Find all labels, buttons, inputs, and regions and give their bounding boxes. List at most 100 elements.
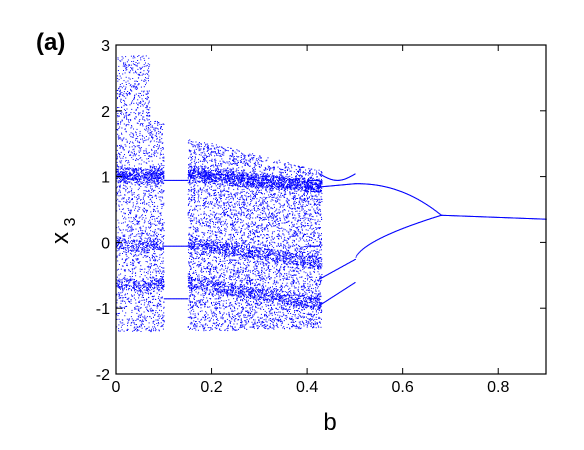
scatter-point bbox=[133, 175, 135, 177]
scatter-point bbox=[117, 58, 119, 60]
scatter-point bbox=[130, 225, 132, 227]
scatter-point bbox=[119, 288, 121, 289]
scatter-point bbox=[269, 174, 271, 176]
scatter-point bbox=[304, 222, 306, 224]
scatter-point bbox=[134, 176, 136, 178]
scatter-point bbox=[162, 191, 164, 193]
scatter-point bbox=[207, 263, 208, 265]
scatter-point bbox=[124, 277, 126, 279]
scatter-point bbox=[154, 326, 155, 328]
scatter-point bbox=[118, 168, 120, 170]
scatter-point bbox=[302, 175, 303, 177]
scatter-point bbox=[137, 198, 139, 200]
scatter-point bbox=[310, 177, 311, 179]
scatter-point bbox=[289, 291, 291, 293]
scatter-point bbox=[190, 200, 192, 202]
scatter-point bbox=[116, 282, 118, 284]
scatter-point bbox=[153, 239, 155, 241]
scatter-point bbox=[121, 208, 123, 210]
scatter-point bbox=[135, 62, 137, 63]
scatter-point bbox=[288, 288, 290, 290]
scatter-point bbox=[129, 174, 131, 176]
scatter-point bbox=[156, 281, 158, 283]
scatter-point bbox=[273, 290, 275, 292]
scatter-point bbox=[145, 98, 147, 99]
scatter-point bbox=[142, 125, 144, 127]
scatter-point bbox=[316, 283, 318, 285]
scatter-point bbox=[140, 237, 142, 239]
scatter-point bbox=[197, 205, 199, 207]
scatter-point bbox=[259, 261, 261, 263]
scatter-point bbox=[203, 187, 205, 189]
scatter-point bbox=[118, 240, 120, 242]
scatter-point bbox=[153, 282, 154, 284]
scatter-point bbox=[135, 286, 137, 288]
scatter-point bbox=[228, 305, 230, 307]
scatter-point bbox=[151, 216, 153, 218]
scatter-point bbox=[293, 293, 295, 295]
scatter-point bbox=[144, 182, 146, 184]
scatter-point bbox=[237, 216, 239, 218]
scatter-point bbox=[150, 302, 151, 303]
scatter-point bbox=[201, 188, 203, 190]
scatter-point bbox=[293, 171, 295, 173]
scatter-point bbox=[127, 284, 129, 286]
scatter-point bbox=[135, 132, 137, 134]
scatter-point bbox=[135, 169, 137, 171]
scatter-point bbox=[162, 160, 164, 161]
scatter-point bbox=[282, 211, 284, 213]
scatter-point bbox=[291, 285, 293, 287]
scatter-point bbox=[252, 222, 254, 224]
scatter-point bbox=[116, 276, 118, 278]
scatter-point bbox=[138, 114, 140, 116]
scatter-point bbox=[212, 312, 214, 314]
scatter-point bbox=[162, 286, 164, 288]
scatter-point bbox=[244, 246, 246, 248]
scatter-point bbox=[248, 276, 250, 278]
scatter-point bbox=[227, 327, 229, 329]
scatter-point bbox=[124, 182, 126, 183]
scatter-point bbox=[116, 238, 118, 240]
scatter-point bbox=[129, 142, 130, 144]
scatter-point bbox=[145, 172, 147, 174]
scatter-point bbox=[237, 287, 239, 289]
scatter-point bbox=[123, 288, 125, 290]
scatter-point bbox=[201, 190, 203, 192]
scatter-point bbox=[216, 201, 218, 203]
scatter-point bbox=[222, 265, 224, 267]
scatter-point bbox=[146, 240, 148, 242]
scatter-point bbox=[121, 245, 123, 247]
scatter-point bbox=[156, 323, 158, 324]
scatter-point bbox=[151, 282, 153, 284]
scatter-point bbox=[152, 244, 154, 246]
scatter-point bbox=[150, 271, 151, 273]
scatter-point bbox=[139, 132, 141, 134]
scatter-point bbox=[215, 322, 217, 324]
scatter-point bbox=[205, 251, 207, 253]
scatter-point bbox=[123, 93, 125, 95]
scatter-point bbox=[269, 245, 271, 246]
scatter-point bbox=[155, 224, 156, 226]
scatter-point bbox=[158, 196, 160, 198]
scatter-point bbox=[158, 166, 160, 168]
scatter-point bbox=[153, 170, 155, 172]
scatter-point bbox=[156, 224, 158, 226]
scatter-point bbox=[301, 286, 303, 288]
scatter-point bbox=[151, 309, 153, 311]
scatter-point bbox=[312, 253, 314, 255]
scatter-point bbox=[152, 298, 154, 300]
scatter-point bbox=[307, 253, 309, 255]
scatter-point bbox=[145, 328, 147, 330]
scatter-point bbox=[116, 174, 118, 176]
scatter-point bbox=[156, 284, 158, 286]
scatter-point bbox=[222, 248, 224, 250]
scatter-point bbox=[304, 291, 306, 293]
scatter-point bbox=[187, 326, 189, 327]
scatter-point bbox=[276, 297, 278, 299]
scatter-point bbox=[120, 138, 122, 140]
scatter-point bbox=[193, 249, 195, 251]
scatter-point bbox=[150, 132, 152, 133]
scatter-point bbox=[156, 127, 158, 129]
scatter-point bbox=[314, 219, 316, 221]
scatter-point bbox=[154, 241, 156, 243]
